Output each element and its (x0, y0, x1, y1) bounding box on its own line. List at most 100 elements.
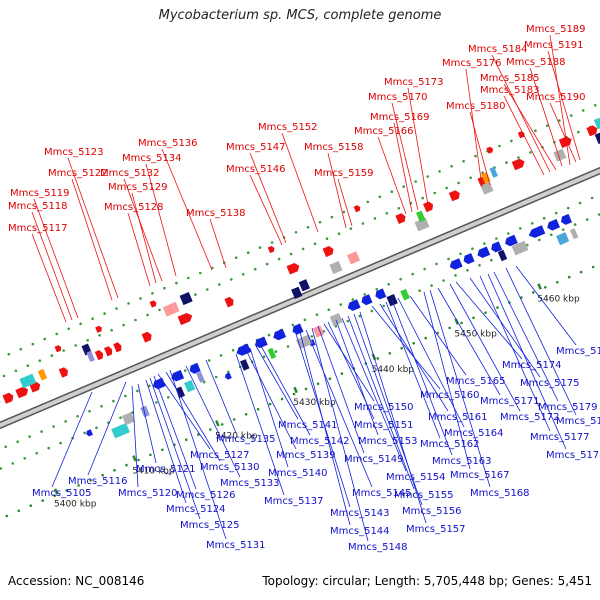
feature-box (400, 288, 410, 301)
track-dot (531, 222, 534, 225)
forward-gene-label: Mmcs_5118 (8, 201, 68, 212)
reverse-gene-label: Mmcs_5171 (480, 396, 540, 407)
track-dot (316, 382, 320, 386)
track-dot (113, 468, 116, 472)
reverse-gene-arrow (491, 241, 503, 253)
track-dot (11, 462, 15, 465)
track-dot (423, 267, 426, 271)
reverse-label-leader (371, 305, 441, 390)
track-dot (366, 200, 370, 204)
track-dot (424, 336, 428, 340)
track-dot (378, 195, 382, 199)
feature-box (511, 240, 529, 256)
track-dot (2, 374, 6, 378)
track-dots (0, 104, 600, 518)
track-dot (358, 314, 362, 318)
track-dot (244, 413, 248, 416)
reverse-gene-label: Mmcs_5137 (264, 496, 324, 507)
track-dot (402, 185, 406, 188)
kbp-tick-mark (132, 455, 137, 462)
feature-box (240, 359, 250, 371)
forward-gene-label: Mmcs_5170 (368, 92, 428, 103)
track-dot (544, 286, 547, 289)
reverse-label-leader (205, 359, 237, 434)
forward-gene-label: Mmcs_5184 (468, 44, 528, 55)
forward-gene-arrow (54, 345, 62, 353)
track-dot (209, 428, 212, 431)
reverse-gene-label: Mmcs_5139 (276, 450, 336, 461)
track-dot (387, 283, 391, 286)
reverse-label-leader (149, 377, 201, 520)
track-dot (382, 304, 386, 308)
track-dot (570, 114, 573, 117)
reverse-label-leader (245, 349, 297, 450)
forward-label-leader (31, 211, 73, 321)
reverse-gene-arrow (561, 213, 572, 225)
track-dot (542, 216, 546, 220)
track-dot (375, 288, 379, 291)
track-dot (390, 190, 394, 193)
feature-box (296, 334, 313, 350)
feature-box (86, 350, 95, 362)
track-dot (376, 357, 380, 360)
reverse-gene-label: Mmcs_5151 (354, 420, 414, 431)
track-dot (35, 451, 38, 455)
track-dot (294, 231, 298, 234)
track-dot (256, 407, 260, 411)
feature-box (481, 172, 491, 184)
forward-gene-label: Mmcs_5180 (446, 101, 506, 112)
track-dot (50, 354, 54, 357)
track-dot (328, 377, 332, 381)
kbp-tick-mark (454, 318, 460, 325)
forward-gene-label: Mmcs_5185 (480, 73, 540, 84)
label-leaders (31, 34, 581, 542)
track-dot (122, 323, 125, 327)
reverse-gene-label: Mmcs_5130 (200, 462, 260, 473)
reverse-gene-label: Mmcs_5133 (220, 478, 280, 489)
forward-label-leader (67, 157, 119, 299)
track-dot (137, 458, 140, 462)
feature-box (416, 210, 426, 223)
track-dot (397, 207, 401, 210)
forward-label-leader (145, 163, 177, 277)
track-dot (304, 387, 308, 391)
track-dot (16, 440, 20, 444)
forward-label-leader (377, 136, 407, 215)
track-dot (430, 284, 433, 287)
track-dot (310, 335, 314, 338)
forward-label-leader (549, 34, 571, 166)
reverse-gene-label: Mmcs_5153 (358, 436, 418, 447)
kbp-tick-mark (53, 488, 59, 495)
forward-gene-arrow (95, 325, 102, 333)
track-dot (95, 426, 98, 430)
reverse-gene-label: Mmcs_5142 (290, 436, 350, 447)
reverse-label-leader (249, 347, 289, 468)
forward-label-leader (249, 152, 287, 244)
forward-label-leader (281, 132, 319, 233)
kbp-tick-label: 5430 kbp (293, 398, 336, 408)
reverse-label-leader (51, 391, 93, 488)
track-dot (79, 322, 82, 326)
track-dot (340, 372, 344, 375)
track-dot (131, 411, 134, 414)
track-dot (98, 334, 101, 337)
track-dot (385, 212, 389, 215)
track-dot (64, 420, 67, 423)
reverse-label-leader (437, 287, 501, 396)
kbp-tick-label: 5460 kbp (537, 295, 580, 305)
reverse-label-leader (341, 317, 407, 472)
track-dot (597, 213, 600, 216)
track-dot (253, 267, 257, 271)
forward-gene-arrow (286, 263, 300, 275)
reverse-label-leader (259, 343, 311, 436)
track-dot (219, 354, 223, 357)
reverse-gene-label: Mmcs_5141 (278, 420, 338, 431)
feature-box (593, 117, 600, 130)
track-dot (149, 453, 152, 457)
forward-gene-label: Mmcs_5189 (526, 24, 586, 35)
forward-gene-label: Mmcs_5152 (258, 122, 318, 133)
track-dot (363, 293, 367, 296)
forward-label-leader (407, 87, 429, 206)
track-dot (337, 232, 341, 235)
reverse-label-leader (299, 331, 351, 526)
